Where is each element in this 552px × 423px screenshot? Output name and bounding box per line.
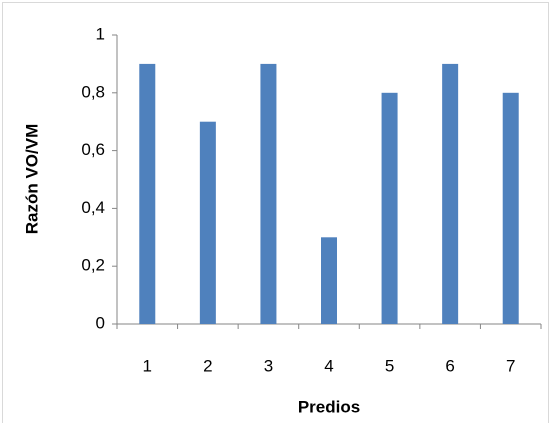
bar <box>381 92 398 324</box>
bar <box>502 92 519 324</box>
bar <box>260 63 277 325</box>
bar <box>199 121 216 324</box>
y-tick-label: 1 <box>96 24 105 43</box>
x-tick-label: 4 <box>324 356 333 375</box>
x-tick-label: 6 <box>445 356 454 375</box>
bar <box>442 63 459 325</box>
x-tick-label: 7 <box>506 356 515 375</box>
x-tick-label: 2 <box>203 356 212 375</box>
x-tick-label: 5 <box>385 356 394 375</box>
x-tick-label: 1 <box>143 356 152 375</box>
y-tick-label: 0 <box>96 313 105 332</box>
y-tick-label: 0,6 <box>81 140 105 159</box>
x-axis-title: Predios <box>298 397 360 416</box>
bar <box>321 237 337 324</box>
x-tick-label: 3 <box>264 356 273 375</box>
y-tick-label: 0,8 <box>81 82 105 101</box>
y-axis-title: Razón VO/VM <box>22 124 41 235</box>
y-tick-label: 0,4 <box>81 198 105 217</box>
y-tick-label: 0,2 <box>81 256 105 275</box>
bar <box>139 63 156 325</box>
